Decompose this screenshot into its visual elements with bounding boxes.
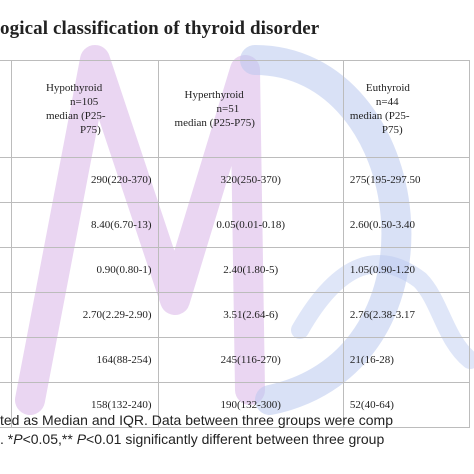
- header-hypothyroid: Hypothyroid n=105 median (P25- P75): [10, 60, 159, 158]
- table-row: 290(220-370) 320(250-370) 275(195-297.50: [0, 157, 471, 203]
- table-row: 2.70(2.29-2.90) 3.51(2.64-6) 2.76(2.38-3…: [0, 292, 471, 338]
- table-cell: 164(88-254): [10, 337, 159, 383]
- table-cell: 21(16-28): [342, 337, 471, 383]
- table-cell: 1.05(0.90-1.20: [342, 247, 471, 293]
- footnote-line-2: . *P<0.05,** P<0.01 significantly differ…: [0, 431, 385, 447]
- table-row: 0.90(0.80-1) 2.40(1.80-5) 1.05(0.90-1.20: [0, 247, 471, 293]
- table-row: 8.40(6.70-13) 0.05(0.01-0.18) 2.60(0.50-…: [0, 202, 471, 248]
- table-cell: 320(250-370): [157, 157, 344, 203]
- table-cell: 3.51(2.64-6): [157, 292, 344, 338]
- table-cell: 0.05(0.01-0.18): [157, 202, 344, 248]
- table-cell: 2.60(0.50-3.40: [342, 202, 471, 248]
- table-cell: 2.76(2.38-3.17: [342, 292, 471, 338]
- header-cell-blank: [0, 60, 12, 158]
- header-row: Hypothyroid n=105 median (P25- P75) Hype…: [0, 60, 471, 158]
- header-hyperthyroid: Hyperthyroid n=51 median (P25-P75): [157, 60, 344, 158]
- table-title: ogical classification of thyroid disorde…: [0, 18, 320, 39]
- table-row: 164(88-254) 245(116-270) 21(16-28): [0, 337, 471, 383]
- table-cell: 2.40(1.80-5): [157, 247, 344, 293]
- table-cell: 245(116-270): [157, 337, 344, 383]
- results-table: Hypothyroid n=105 median (P25- P75) Hype…: [0, 60, 471, 428]
- table-cell: 0.90(0.80-1): [10, 247, 159, 293]
- table-cell: 8.40(6.70-13): [10, 202, 159, 248]
- table-cell: 2.70(2.29-2.90): [10, 292, 159, 338]
- table-cell: 275(195-297.50: [342, 157, 471, 203]
- table-cell: 290(220-370): [10, 157, 159, 203]
- footnote-line-1: ted as Median and IQR. Data between thre…: [0, 412, 393, 428]
- header-euthyroid: Euthyroid n=44 median (P25- P75): [342, 60, 471, 158]
